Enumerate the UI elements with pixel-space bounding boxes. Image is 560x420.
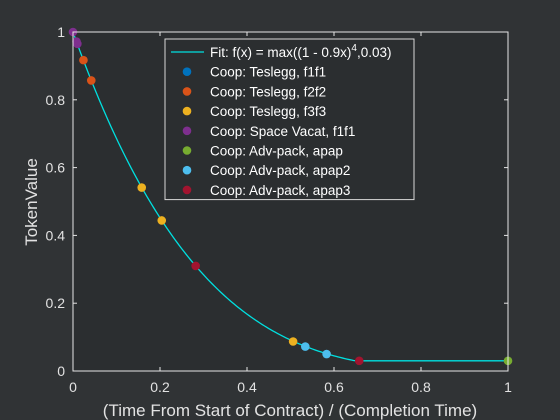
y-tick-label-3: 0.6 [46,160,66,176]
legend-swatch-2 [182,106,192,116]
x-axis-label: (Time From Start of Contract) / (Complet… [103,401,477,420]
data-point-series-1-0 [79,55,88,65]
y-tick-label-5: 1 [57,24,65,40]
y-axis-label: TokenValue [22,158,41,246]
data-point-series-2-1 [157,216,167,225]
x-tick-label-4: 0.8 [411,379,431,395]
data-point-series-6-1 [354,356,364,366]
x-tick-label-2: 0.4 [237,379,257,395]
axes [72,31,509,372]
legend-label-0: Coop: Teslegg, f1f1 [210,65,326,80]
x-tick-label-5: 1 [504,379,512,395]
x-tick-label-3: 0.6 [324,379,344,395]
legend-swatch-1 [182,87,192,96]
data-point-series-1-1 [86,76,96,85]
y-tick-label-1: 0.2 [46,295,66,311]
legend-box [164,38,415,201]
legend-swatch-0 [182,67,192,76]
legend-label-5: Coop: Adv-pack, apap2 [210,163,350,178]
legend: Fit: f(x) = max((1 - 0.9x)4,0.03) Coop: T… [164,38,415,201]
data-point-series-2-0 [137,183,147,192]
legend-fit-label: Fit: f(x) = max((1 - 0.9x)4,0.03) [210,43,391,60]
legend-swatch-4 [182,146,192,155]
axes-box [72,31,509,372]
data-point-series-5-0 [300,342,310,351]
data-point-series-2-2 [288,337,298,346]
ticks: 0 0.2 0.4 0.6 0.8 1 0 0.2 0.4 0.6 0.8 1 [46,24,513,395]
data-point-series-5-1 [322,349,331,359]
y-tick-label-0: 0 [57,363,65,379]
data-point-series-3-2 [73,39,82,49]
legend-swatch-5 [182,165,192,175]
legend-swatch-3 [182,126,192,136]
legend-label-4: Coop: Adv-pack, apap [210,144,343,159]
legend-label-3: Coop: Space Vacat, f1f1 [210,124,355,139]
y-tick-label-4: 0.8 [46,92,66,108]
data-point-series-6-0 [191,261,200,271]
legend-label-2: Coop: Teslegg, f3f3 [210,104,326,119]
y-tick-label-2: 0.4 [46,227,66,243]
legend-label-1: Coop: Teslegg, f2f2 [210,84,326,99]
x-tick-label-1: 0.2 [150,379,170,395]
legend-swatch-6 [182,185,192,195]
x-tick-label-0: 0 [69,379,77,395]
legend-label-6: Coop: Adv-pack, apap3 [210,183,350,198]
